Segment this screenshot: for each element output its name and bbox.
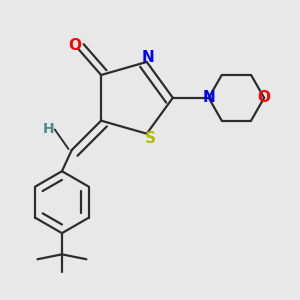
Text: N: N (142, 50, 155, 64)
Text: O: O (258, 90, 271, 105)
Text: O: O (68, 38, 82, 53)
Text: S: S (145, 131, 155, 146)
Text: H: H (43, 122, 55, 136)
Text: N: N (202, 90, 215, 105)
